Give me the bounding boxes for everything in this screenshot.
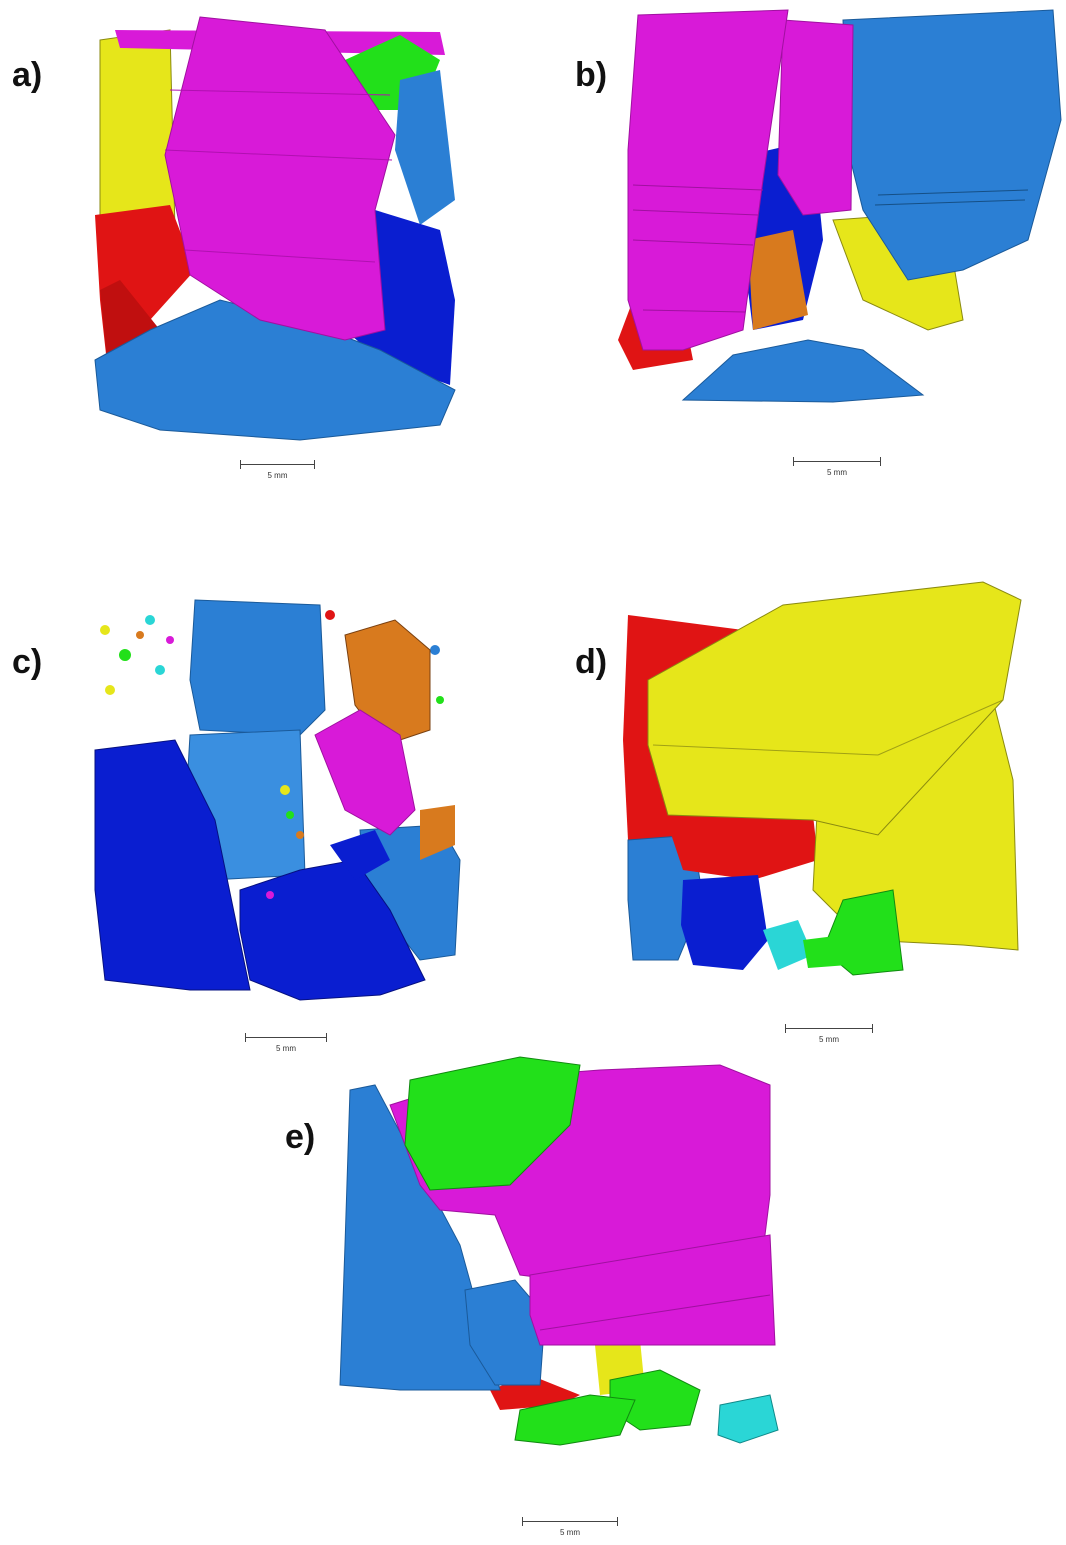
panel-label-d: d) <box>575 643 608 681</box>
scale-bar-e: 5 mm <box>522 1515 618 1545</box>
panel-label-e: e) <box>285 1118 316 1156</box>
fragment-render-e <box>339 1056 779 1446</box>
panel-e: e) 5 mm <box>0 1045 1066 1540</box>
panel-b: b) 5 mm <box>533 0 1066 500</box>
scale-bar-label-d: 5 mm <box>819 1035 839 1044</box>
scale-bar-b: 5 mm <box>793 455 881 485</box>
scale-bar-label-e: 5 mm <box>560 1528 580 1537</box>
panel-c: c) 5 mm <box>0 560 533 1060</box>
fragment-render-a <box>94 16 456 441</box>
scale-bar-label-b: 5 mm <box>827 468 847 477</box>
panel-label-b: b) <box>575 56 608 94</box>
scale-bar-a: 5 mm <box>240 458 315 488</box>
scale-bar-label-a: 5 mm <box>267 471 288 480</box>
panel-a: a) 5 mm <box>0 0 533 500</box>
panel-d: d) 5 mm <box>533 560 1066 1060</box>
scale-bar-label-c: 5 mm <box>276 1044 296 1053</box>
fragment-render-b <box>618 9 1062 403</box>
scale-bar-d: 5 mm <box>785 1022 873 1052</box>
panel-label-a: a) <box>12 56 43 94</box>
scale-bar-c: 5 mm <box>245 1031 327 1061</box>
fragment-render-d <box>623 581 1022 976</box>
panel-label-c: c) <box>12 643 43 681</box>
fragment-render-c <box>94 599 461 1001</box>
